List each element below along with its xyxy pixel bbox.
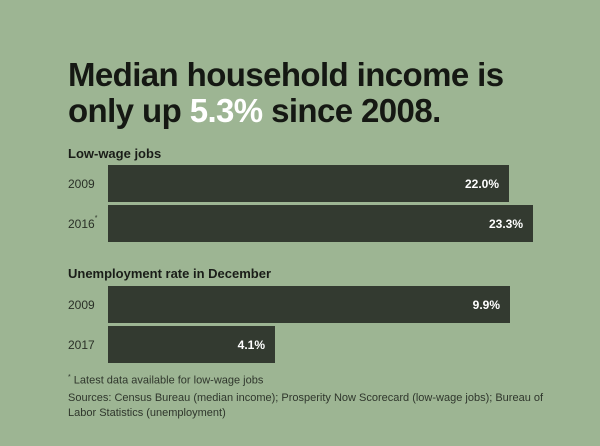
headline-line-1: Median household income is: [68, 56, 504, 93]
category-footnote-mark: *: [94, 215, 98, 222]
footnote-mark: *: [68, 374, 71, 381]
headline-text-a: only up: [68, 92, 190, 129]
headline-line-2: only up 5.3% since 2008.: [68, 93, 568, 129]
chart-2-value-label: 4.1%: [237, 338, 265, 352]
headline-text-b: since 2008.: [262, 92, 441, 129]
chart-1-category-label: 2016*: [68, 215, 98, 231]
chart-1-value-label: 23.3%: [488, 217, 523, 231]
footnote-text: Latest data available for low-wage jobs: [70, 374, 264, 387]
headline-highlight: 5.3%: [189, 92, 263, 129]
chart-1-category-label: 2009: [68, 177, 95, 191]
chart-1-title: Low-wage jobs: [68, 146, 162, 161]
chart-2-title: Unemployment rate in December: [68, 266, 272, 281]
chart-headline: Median household income is only up 5.3% …: [68, 57, 568, 129]
chart-2-value-label: 9.9%: [472, 298, 500, 312]
chart-2-category-label: 2017: [68, 338, 95, 352]
chart-1-bar: [108, 205, 533, 242]
sources-note: Sources: Census Bureau (median income); …: [68, 392, 544, 419]
footnote: * Latest data available for low-wage job…: [68, 374, 263, 387]
chart-2-bar: [108, 326, 275, 363]
chart-2-bar: [108, 286, 510, 323]
chart-2-category-label: 2009: [68, 298, 95, 312]
chart-1-bar: [108, 165, 509, 202]
chart-1-value-label: 22.0%: [464, 177, 499, 191]
